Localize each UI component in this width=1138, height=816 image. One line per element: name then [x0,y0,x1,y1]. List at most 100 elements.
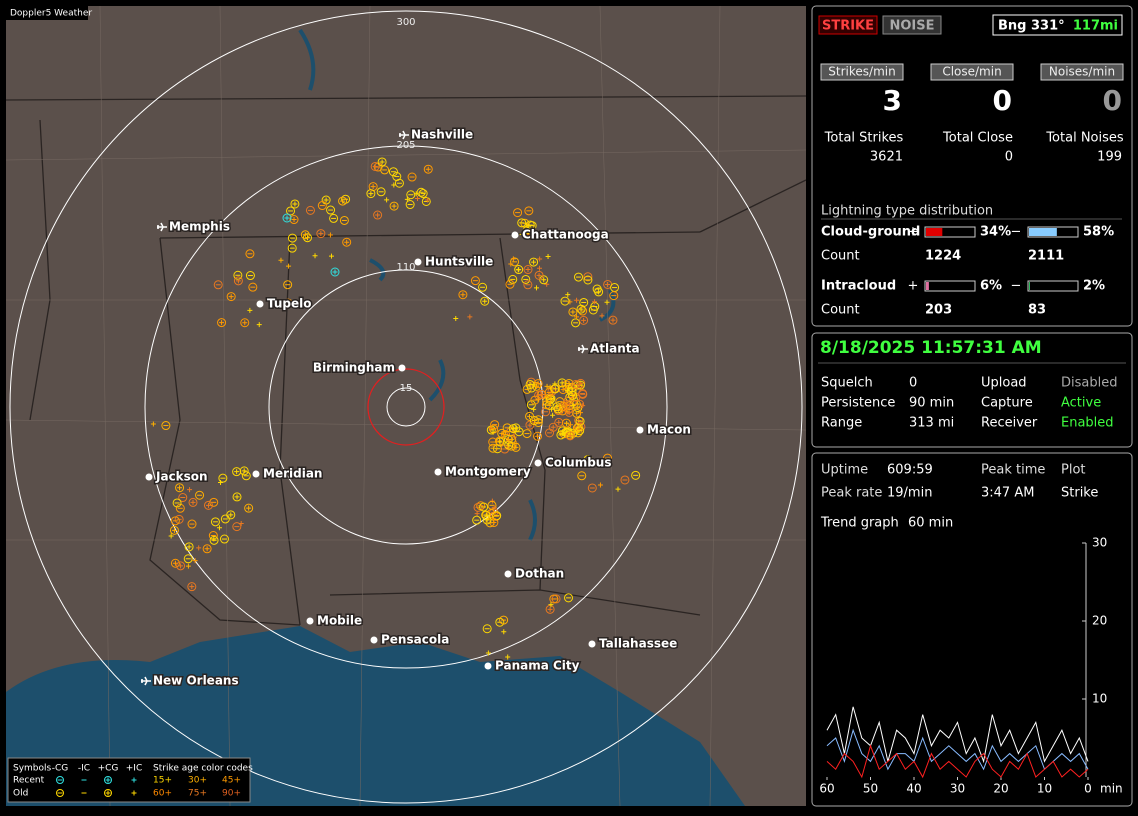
strike [175,472,185,482]
legend-box [7,757,251,803]
strike [523,225,533,235]
pct-track [1027,280,1079,292]
legend-age: 15+ [153,776,172,786]
strike [532,381,542,391]
stat-label: Trend graph [820,516,899,531]
strike-sign [234,494,240,500]
pct-label: 2% [1083,279,1105,294]
pct-bar [926,282,929,290]
strike [287,243,297,253]
city-label: Memphis [169,220,230,234]
strike-sign [599,313,605,319]
strike-sign [474,511,480,517]
strike [558,401,568,411]
strike [575,416,585,426]
city-label: Pensacola [381,633,449,647]
legend-symbol [131,777,137,783]
strike [305,205,315,215]
strike [187,519,197,529]
legend-symbol [104,789,112,797]
strike [594,287,604,297]
mode-button[interactable] [882,15,942,35]
strike-sign [576,418,582,424]
strike-sign [460,292,466,298]
strike [184,542,194,552]
x-tick-label: 0 [1084,782,1092,796]
legend-title: Strike age color codes [153,764,253,774]
rate-label-box [1040,63,1124,81]
strike [603,453,613,463]
strike [174,514,184,524]
x-tick-label: 60 [819,782,834,796]
strike-sign [238,521,244,527]
strike-sign [482,298,488,304]
strike [567,387,577,397]
rate-value: 3 [883,84,902,117]
strike [239,466,249,476]
strike [565,431,575,441]
total-value: 3621 [870,150,903,165]
strike-sign [425,197,431,203]
strike [388,167,398,177]
total-value: 0 [1005,150,1013,165]
panel-box [811,5,1133,327]
strike [571,379,581,389]
strike-sign [497,439,503,445]
strike [502,423,512,433]
mode-button[interactable] [818,15,878,35]
strike [366,189,376,199]
strike [418,189,428,199]
setting: 90 min [909,396,954,411]
strike-sign [548,602,554,608]
strike [579,315,589,325]
strike-sign [511,434,517,440]
distribution-title: Lightning type distribution [821,204,993,219]
city-dot [252,470,260,478]
strike-sign [413,191,419,197]
strike [514,427,524,437]
strike-sign [391,203,397,209]
legend-age: 60+ [153,789,172,799]
pct-bar [1029,282,1030,290]
strike [523,265,533,275]
strike [583,275,593,285]
strike-sign [278,257,284,263]
close-ring [367,368,445,446]
strike [394,178,404,188]
legend-row: Old [13,789,28,799]
strike [499,615,509,625]
strike [187,582,197,592]
strike [232,492,242,502]
panel-box [811,332,1133,448]
strike [525,411,535,421]
strike [202,544,212,554]
strike [302,233,312,243]
y-tick-label: 10 [1092,692,1107,706]
strike [240,318,250,328]
strike [534,270,544,280]
x-tick-label: 50 [863,782,878,796]
y-tick-label: 30 [1092,536,1107,550]
strike-sign [574,314,580,320]
city-label: Macon [647,423,691,437]
strike-sign [610,317,616,323]
strike [530,395,540,405]
strike [232,522,242,532]
strike [389,201,399,211]
city-dot [636,426,644,434]
strike-sign [196,545,202,551]
strike [571,318,581,328]
strike [482,624,492,634]
strike-sign [368,191,374,197]
strike [524,206,534,216]
total-label: Total Strikes [824,131,904,146]
strike [514,265,524,275]
strike-sign [344,239,350,245]
bearing-box [992,14,1123,36]
strike-sign [150,421,156,427]
mode-label: NOISE [889,19,934,34]
y-tick-label: 20 [1092,614,1107,628]
strike [210,517,220,527]
strike-sign [580,403,586,409]
strike-sign [205,502,211,508]
